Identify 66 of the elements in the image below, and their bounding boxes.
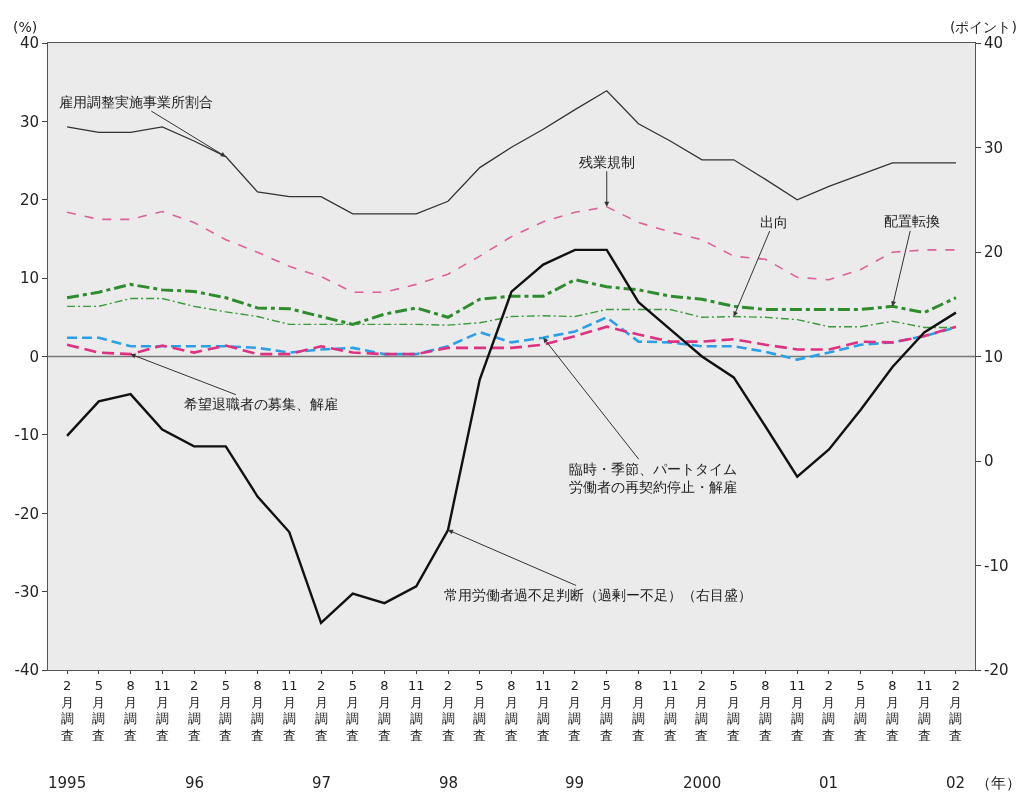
y-tick-label: -40 [14, 661, 39, 680]
y-axis-title: (%) [13, 19, 38, 35]
series-label: 常用労働者過不足判断（過剰ー不足）（右目盛） [444, 587, 752, 603]
x-tick-label: 2月調査 [822, 677, 836, 744]
text: 希望退職者の募集、解雇 [184, 396, 338, 412]
y-tick-label: -10 [14, 426, 39, 445]
text: 96 [185, 774, 205, 792]
text: 98 [439, 774, 459, 792]
x-tick-label: 2月調査 [60, 677, 74, 744]
text: 残業規制 [579, 154, 635, 170]
y-tick-label: 20 [19, 191, 39, 209]
x-tick-label: 2月調査 [568, 677, 582, 744]
x-tick-label: 11月調査 [661, 677, 679, 744]
x-tick-label: 8月調査 [505, 677, 518, 744]
x-tick-label: 2月調査 [187, 677, 201, 744]
y-tick-label: 30 [19, 112, 39, 131]
y2-tick-label: -20 [984, 661, 1009, 680]
y-tick-label: 40 [19, 34, 39, 53]
text: 出向 [760, 214, 788, 230]
text: 配置転換 [884, 213, 940, 229]
text: 01 [819, 774, 839, 792]
x-tick-label: 8月調査 [378, 677, 392, 744]
x-tick-label: 8月調査 [885, 677, 899, 744]
y2-tick-label: 0 [984, 452, 994, 471]
x-tick-label: 5月調査 [219, 677, 233, 744]
x-tick-label: 11月調査 [281, 677, 298, 744]
text: 臨時・季節、パートタイム労働者の再契約停止・解雇 [569, 461, 737, 496]
text: 2000 [683, 774, 722, 792]
x-tick-label: 5月調査 [473, 677, 487, 744]
x-tick-label: 11月調査 [915, 677, 933, 744]
y2-tick-label: 40 [984, 34, 1004, 53]
x-tick-label: 11月調査 [407, 677, 425, 744]
x-tick-label: 8月調査 [124, 677, 138, 744]
x-tick-label: 11月調査 [154, 677, 171, 744]
x-tick-label: 2月調査 [314, 677, 328, 744]
x-tick-label: 2月調査 [441, 677, 455, 744]
text: 99 [565, 774, 585, 792]
line-series [66, 297, 957, 329]
x-tick-label: 5月調査 [346, 677, 360, 744]
y-tick-label: 0 [29, 347, 39, 366]
x-tick-label: 11月調査 [788, 677, 806, 744]
y2-axis-title: (ポイント) [950, 19, 1017, 35]
text: 97 [312, 774, 332, 792]
x-tick-label: 2月調査 [949, 677, 963, 744]
y-tick-label: 10 [19, 269, 39, 288]
y2-tick-label: 30 [984, 138, 1004, 157]
line-series [65, 278, 958, 326]
series-label: 雇用調整実施事業所割合 [59, 94, 213, 110]
y-tick-label: -30 [14, 582, 39, 601]
x-tick-label: 11月調査 [534, 677, 552, 744]
y2-tick-label: -10 [984, 556, 1009, 575]
x-tick-label: 5月調査 [727, 677, 741, 744]
x-tick-label: 5月調査 [92, 677, 106, 744]
x-tick-label: 5月調査 [600, 677, 614, 744]
x-tick-label: 8月調査 [251, 677, 265, 744]
text: 1995 [48, 774, 87, 792]
x-tick-label: 2月調査 [695, 677, 709, 744]
text: （年） [976, 774, 1021, 792]
x-tick-label: 5月調査 [854, 677, 868, 744]
y-tick-label: -20 [14, 504, 39, 523]
line-series [65, 248, 958, 625]
y2-tick-label: 10 [984, 347, 1004, 366]
y2-tick-label: 20 [984, 243, 1004, 262]
text: 02 [946, 774, 966, 792]
x-tick-label: 8月調査 [758, 677, 772, 744]
x-tick-label: 8月調査 [631, 677, 645, 744]
